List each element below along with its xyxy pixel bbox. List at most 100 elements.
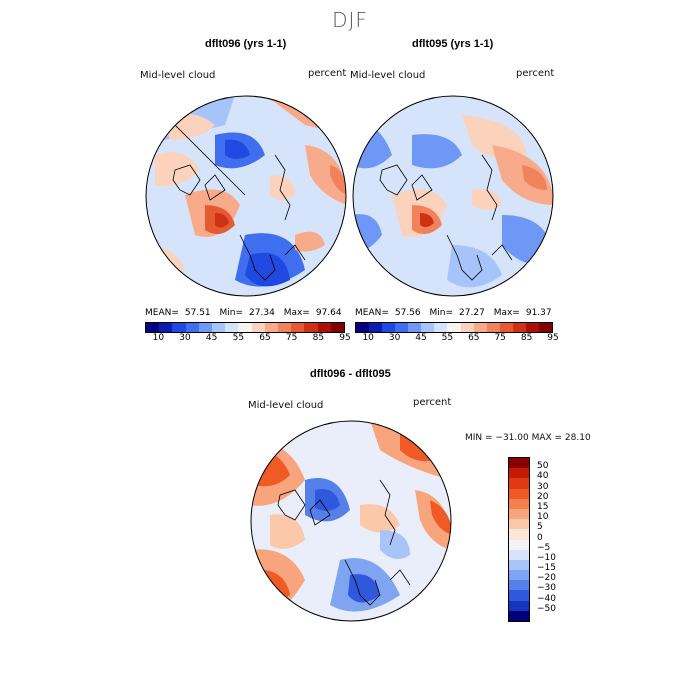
panel2-colorbar-swatches — [355, 322, 553, 333]
panel2-max-label: Max= — [493, 308, 520, 318]
colorbar-swatch — [473, 323, 487, 332]
colorbar-swatch — [369, 323, 383, 332]
colorbar-tick-label: −20 — [537, 573, 556, 584]
colorbar-swatch — [159, 323, 173, 332]
diff-polar-map — [250, 420, 452, 622]
colorbar-swatch — [509, 498, 529, 509]
panel1-variable: Mid-level cloud — [140, 70, 216, 81]
colorbar-swatch — [509, 580, 529, 591]
colorbar-tick-label: 45 — [205, 333, 218, 343]
colorbar-swatch — [304, 323, 318, 332]
colorbar-tick-label: 30 — [537, 481, 549, 492]
panel2-max: 91.37 — [525, 308, 552, 318]
colorbar-swatch — [264, 323, 279, 332]
colorbar-swatch — [212, 323, 226, 332]
panel1-mean-label: MEAN= — [145, 308, 179, 318]
colorbar-tick-label: 0 — [537, 532, 543, 543]
colorbar-tick-label: 15 — [537, 501, 549, 512]
colorbar-swatch — [509, 508, 529, 520]
colorbar-swatch — [317, 323, 331, 332]
colorbar-tick-label: 10 — [362, 333, 374, 343]
panel1-polar-map — [145, 95, 347, 297]
colorbar-swatch — [509, 529, 529, 540]
colorbar-tick-label: −50 — [537, 603, 556, 614]
colorbar-tick-label: −40 — [537, 593, 556, 604]
colorbar-swatch — [291, 323, 305, 332]
colorbar-swatch — [509, 519, 529, 530]
colorbar-tick-label: 65 — [259, 333, 271, 343]
panel1-min: 27.34 — [249, 308, 275, 318]
colorbar-swatch — [509, 458, 529, 469]
diff-colorbar — [508, 457, 530, 622]
diff-units: percent — [413, 397, 452, 408]
colorbar-tick-label: 85 — [520, 333, 533, 343]
colorbar-swatch — [146, 323, 160, 332]
colorbar-swatch — [509, 478, 529, 489]
panel1-colorbar-labels: 10 30 45 55 65 75 85 95 — [145, 333, 351, 345]
colorbar-swatch — [395, 323, 409, 332]
colorbar-tick-label: 45 — [415, 333, 427, 343]
colorbar-swatch — [382, 323, 396, 332]
colorbar-swatch — [509, 488, 529, 499]
figure-title: DJF — [332, 8, 368, 32]
panel2-polar-map — [352, 95, 554, 297]
panel2-units: percent — [516, 68, 555, 79]
colorbar-swatch — [198, 323, 213, 332]
colorbar-tick-label: −5 — [537, 542, 551, 553]
colorbar-swatch — [486, 323, 500, 332]
colorbar-swatch — [509, 559, 529, 571]
panel2-colorbar-labels: 10 30 45 55 65 75 85 95 — [355, 333, 558, 345]
colorbar-swatch — [278, 323, 292, 332]
colorbar-tick-label: 5 — [537, 522, 543, 533]
panel2-mean-label: MEAN= — [355, 308, 389, 318]
colorbar-tick-label: 10 — [152, 333, 165, 343]
panel2-min: 27.27 — [459, 308, 485, 318]
colorbar-swatch — [238, 323, 252, 332]
colorbar-tick-label: 50 — [537, 461, 549, 472]
colorbar-swatch — [356, 323, 370, 332]
panel1-colorbar: 10 30 45 55 65 75 85 95 — [145, 322, 351, 345]
panel2-variable: Mid-level cloud — [350, 70, 426, 81]
colorbar-tick-label: 30 — [179, 333, 191, 343]
panel1-units: percent — [308, 68, 347, 79]
colorbar-tick-label: 65 — [468, 333, 480, 343]
colorbar-tick-label: 95 — [339, 333, 351, 343]
panel2-title: dflt095 (yrs 1-1) — [412, 38, 494, 50]
panel1-mean: 57.51 — [184, 308, 211, 318]
colorbar-swatch — [509, 468, 529, 479]
colorbar-tick-label: −10 — [537, 552, 556, 563]
colorbar-swatch — [434, 323, 448, 332]
diff-variable: Mid-level cloud — [248, 400, 324, 411]
panel1-min-label: Min= — [219, 308, 244, 318]
panel2-stats: MEAN= 57.56 Min= 27.27 Max= 91.37 — [355, 308, 558, 318]
panel2-mean: 57.56 — [394, 308, 421, 318]
panel1-title: dflt096 (yrs 1-1) — [205, 38, 287, 50]
diff-title: dflt096 - dflt095 — [310, 368, 391, 380]
colorbar-tick-label: 75 — [494, 333, 506, 343]
colorbar-swatch — [172, 323, 186, 332]
colorbar-tick-label: 30 — [388, 333, 401, 343]
colorbar-swatch — [509, 600, 529, 611]
panel1-colorbar-swatches — [145, 322, 345, 333]
colorbar-swatch — [447, 323, 461, 332]
colorbar-swatch — [538, 323, 552, 332]
colorbar-swatch — [509, 549, 529, 560]
colorbar-tick-label: 75 — [285, 333, 298, 343]
colorbar-tick-label: 85 — [312, 333, 325, 343]
colorbar-swatch — [408, 323, 422, 332]
panel1-stats: MEAN= 57.51 Min= 27.34 Max= 97.64 — [145, 308, 348, 318]
colorbar-swatch — [509, 590, 529, 601]
colorbar-swatch — [330, 323, 345, 332]
diff-minmax: MIN = −31.00 MAX = 28.10 — [465, 433, 591, 443]
colorbar-tick-label: −15 — [537, 563, 556, 574]
colorbar-swatch — [251, 323, 265, 332]
panel2-min-label: Min= — [429, 308, 454, 318]
colorbar-tick-label: 95 — [547, 333, 559, 343]
colorbar-tick-label: −30 — [537, 583, 556, 594]
colorbar-swatch — [525, 323, 539, 332]
colorbar-swatch — [225, 323, 239, 332]
colorbar-swatch — [512, 323, 526, 332]
colorbar-swatch — [460, 323, 474, 332]
panel1-max-label: Max= — [283, 308, 310, 318]
colorbar-swatch — [185, 323, 199, 332]
